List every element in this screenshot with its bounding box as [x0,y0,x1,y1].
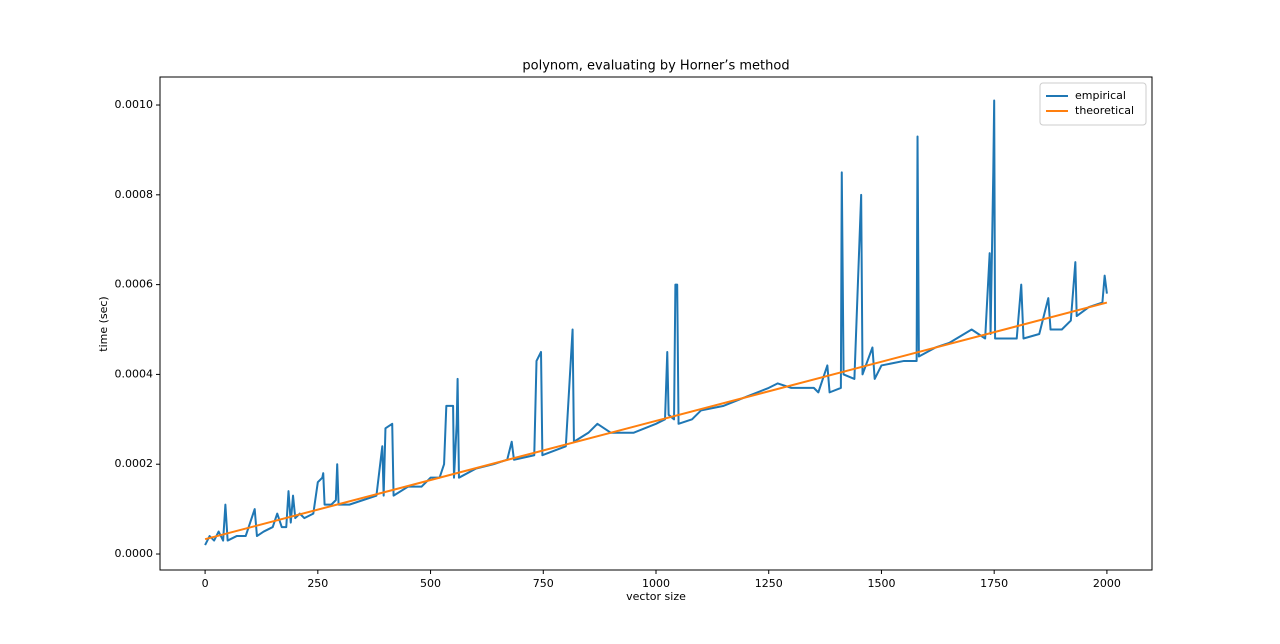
y-tick-label: 0.0000 [115,547,154,560]
y-tick-label: 0.0006 [115,278,154,291]
x-tick-label: 0 [202,577,209,590]
legend-label: empirical [1075,89,1126,102]
y-axis-label: time (sec) [97,296,110,351]
x-tick-label: 750 [533,577,554,590]
plot-frame [159,76,1153,571]
x-tick-label: 1500 [867,577,895,590]
legend-box [1039,82,1147,126]
x-tick-label: 250 [307,577,328,590]
x-axis-label: vector size [626,590,686,603]
legend-label: theoretical [1075,104,1134,117]
series-line [204,301,1108,541]
y-tick-label: 0.0004 [115,367,154,380]
x-tick-label: 1250 [755,577,783,590]
y-tick-label: 0.0010 [115,98,154,111]
x-tick-label: 1750 [980,577,1008,590]
y-tick-label: 0.0002 [115,457,154,470]
x-tick-label: 500 [420,577,441,590]
x-tick-label: 1000 [642,577,670,590]
chart-title: polynom, evaluating by Horner’s method [522,59,789,74]
y-tick-label: 0.0008 [115,188,154,201]
x-tick-label: 2000 [1093,577,1121,590]
